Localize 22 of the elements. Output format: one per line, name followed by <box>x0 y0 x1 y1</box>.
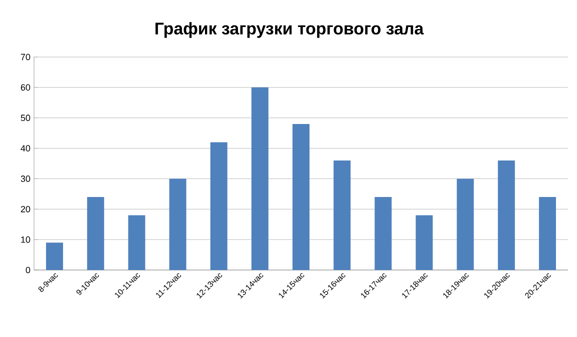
y-tick-label: 0 <box>26 266 30 274</box>
y-tick-label: 50 <box>20 114 30 122</box>
y-tick-label: 10 <box>21 236 30 243</box>
bar <box>169 178 186 270</box>
bar <box>292 124 310 270</box>
y-tick-label: 40 <box>20 145 30 152</box>
chart-title: График загрузки торгового зала <box>156 22 424 38</box>
bar <box>456 178 474 270</box>
y-tick-label: 70 <box>20 54 30 60</box>
bar <box>87 196 104 270</box>
bar <box>210 142 228 270</box>
bar <box>46 242 64 270</box>
y-tick-label: 30 <box>20 176 30 182</box>
bar <box>128 215 146 270</box>
bar <box>374 196 392 270</box>
bar <box>416 215 433 270</box>
y-tick-label: 20 <box>20 206 30 212</box>
bar <box>538 196 556 270</box>
bar <box>251 87 268 270</box>
bar <box>498 160 515 270</box>
bar <box>334 160 351 270</box>
y-tick-label: 60 <box>20 84 30 91</box>
